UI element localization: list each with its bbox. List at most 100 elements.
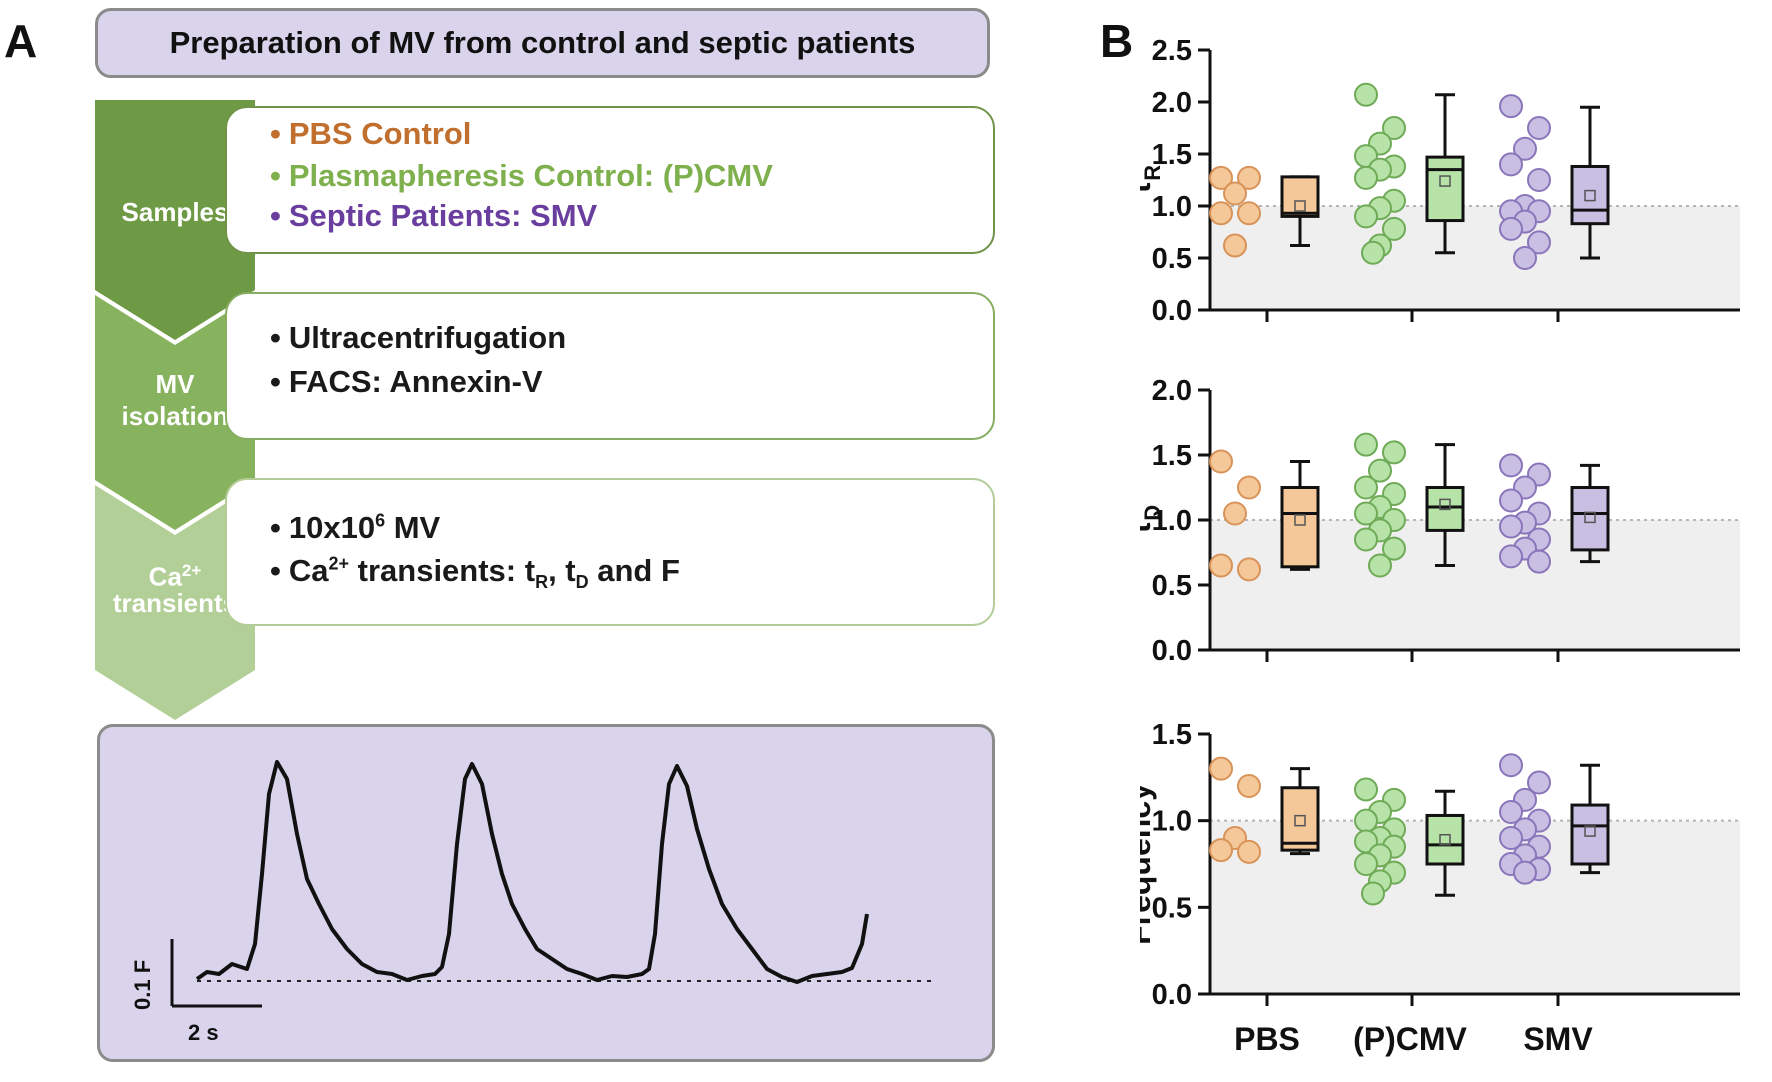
chart2-pcmv-point <box>1354 527 1378 552</box>
chart1-smv-point <box>1499 216 1523 241</box>
ca-transient-params: • Ca2+ transients: tR, tD and F <box>270 553 680 593</box>
x-category-pbs: PBS <box>1234 1021 1300 1057</box>
scale-label-y: 0.1 F <box>130 959 155 1010</box>
chevron-label-ca: Ca2+ <box>148 561 202 592</box>
chart1-y-tick-label: 0.0 <box>1152 295 1192 327</box>
chart1-smv-point <box>1527 168 1551 192</box>
samples-box <box>225 106 995 254</box>
chart2-smv-point <box>1499 514 1523 539</box>
chart2-smv-point <box>1499 488 1523 513</box>
method-facs: • FACS: Annexin-V <box>270 364 543 399</box>
chart2-pcmv-point <box>1368 553 1392 578</box>
chart1-pcmv-point <box>1354 82 1378 107</box>
chart1-pbs-mean-marker <box>1294 200 1306 212</box>
chart2-y-tick-label: 2.0 <box>1152 375 1192 407</box>
chart1-smv-point <box>1513 246 1537 270</box>
chart2-pbs-box <box>1280 486 1320 569</box>
chart1-pcmv-point <box>1354 204 1378 229</box>
x-category-pcmv: (P)CMV <box>1353 1021 1467 1057</box>
chevron-label-isolation: isolation <box>121 401 229 431</box>
chart2-pcmv-point <box>1382 536 1406 561</box>
chart2-pbs-point <box>1209 449 1233 474</box>
chart2-pbs-point <box>1209 553 1233 578</box>
chevron-label-samples: Samples <box>121 197 229 227</box>
chart3-pcmv-point <box>1354 852 1378 876</box>
chart1-pcmv-point <box>1382 116 1406 140</box>
chart2-pcmv-mean-marker <box>1439 498 1451 511</box>
chart3-pcmv-box <box>1425 813 1465 866</box>
chart1-smv-box <box>1570 164 1610 226</box>
chart2-pcmv-point <box>1382 440 1406 465</box>
workflow-chevrons <box>95 100 255 720</box>
panel-b-charts: 0.00.51.01.52.02.5τR0.00.51.01.52.0τD0.0… <box>1140 35 1740 1057</box>
chart2-smv-point <box>1499 544 1523 569</box>
sample-septic: • Septic Patients: SMV <box>270 198 598 233</box>
chart1-y-tick-label: 2.0 <box>1152 87 1192 119</box>
chart3-pbs-point <box>1209 756 1233 781</box>
chart3-smv-point <box>1499 753 1523 778</box>
chart1-y-tick-label: 0.5 <box>1152 243 1192 275</box>
chart1-pcmv-mean-marker <box>1439 175 1451 187</box>
chart2-y-axis-label-sub: D <box>1140 505 1165 521</box>
x-category-smv: SMV <box>1523 1021 1593 1057</box>
chevron-samples <box>95 100 255 340</box>
chart2-pcmv-point <box>1354 501 1378 526</box>
chart3-smv-point <box>1513 860 1537 885</box>
chart3-pbs-box <box>1280 786 1320 852</box>
chart3-y-tick-label: 1.5 <box>1152 719 1192 751</box>
chevron-label-mv: MV <box>155 369 195 399</box>
chart2-pcmv-point <box>1368 458 1392 483</box>
mv-isolation-box <box>225 292 995 440</box>
chart2-smv-mean-marker <box>1584 511 1596 524</box>
chevron-mv-isolation <box>95 295 255 530</box>
chart1-smv-point <box>1499 94 1523 119</box>
panel-a-title: Preparation of MV from control and septi… <box>95 8 990 78</box>
chart3-y-axis-label: Frequency <box>1140 783 1157 945</box>
mv-count: • 10x106 MV <box>270 510 441 545</box>
chart3-pcmv-mean-marker <box>1439 833 1451 846</box>
panel-b-letter: B <box>1100 15 1134 67</box>
chart1-pcmv-point <box>1361 240 1385 265</box>
calcium-trace-svg <box>170 760 937 1008</box>
chart2-y-tick-label: 0.0 <box>1152 635 1192 667</box>
chart1-smv-point <box>1499 152 1523 177</box>
scale-label-x: 2 s <box>188 1020 219 1045</box>
chart3-pbs-mean-marker <box>1294 814 1306 827</box>
chart3-y-tick-label: 0.5 <box>1152 892 1192 924</box>
chart1-pcmv-box <box>1425 155 1465 223</box>
chart2-y-tick-label: 0.5 <box>1152 570 1192 602</box>
chart2-pbs-point <box>1223 501 1247 526</box>
chevron-ca-transients <box>95 485 255 720</box>
chart1-smv-point <box>1527 116 1551 140</box>
chart1-y-tick-label: 2.5 <box>1152 35 1192 67</box>
chart1-pbs-point <box>1223 233 1247 258</box>
chart1-pbs-box <box>1280 175 1320 218</box>
chart1-shaded-region <box>1210 206 1740 310</box>
chart1-pcmv-point <box>1354 165 1378 190</box>
chart2-pbs-point <box>1237 557 1261 582</box>
chart1-pbs-point <box>1237 201 1261 226</box>
chart1-y-tick-label: 1.0 <box>1152 191 1192 223</box>
chart1-y-axis-label-sub: R <box>1140 165 1165 181</box>
chart3-y-tick-label: 1.0 <box>1152 806 1192 838</box>
chart2-pcmv-point <box>1354 475 1378 500</box>
chart3-smv-mean-marker <box>1584 825 1596 837</box>
chart1-y-tick-label: 1.5 <box>1152 139 1192 171</box>
chart1-pbs-point <box>1237 165 1261 190</box>
chart2-pcmv-point <box>1354 432 1378 457</box>
chart2-smv-box <box>1570 486 1610 552</box>
chart2-pbs-mean-marker <box>1294 514 1306 526</box>
ca-transients-box <box>225 478 995 626</box>
chart1-smv-point <box>1513 136 1537 161</box>
chart2-smv-point <box>1527 549 1551 574</box>
chart3-smv-point <box>1499 800 1523 824</box>
chart1-smv-mean-marker <box>1584 189 1596 202</box>
chart3-y-tick-label: 0.0 <box>1152 979 1192 1011</box>
chart3-pbs-point <box>1237 839 1261 864</box>
chart2-smv-point <box>1499 453 1523 478</box>
chart1-pbs-point <box>1209 165 1233 190</box>
chart2-y-tick-label: 1.0 <box>1152 505 1192 537</box>
chart2-pbs-point <box>1237 475 1261 500</box>
chart2-y-tick-label: 1.5 <box>1152 440 1192 472</box>
chart1-pbs-point <box>1209 201 1233 226</box>
